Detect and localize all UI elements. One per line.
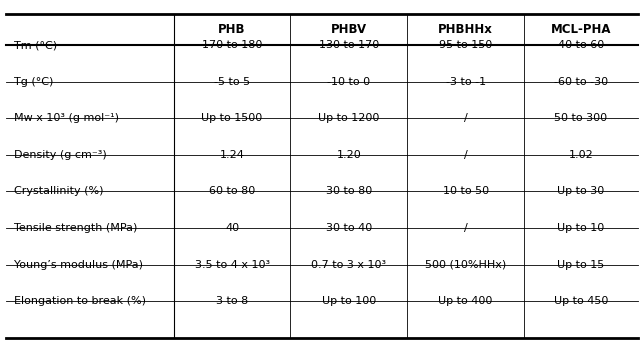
Text: Up to 15: Up to 15	[557, 260, 604, 270]
Text: Crystallinity (%): Crystallinity (%)	[14, 187, 104, 196]
Text: Young’s modulus (MPa): Young’s modulus (MPa)	[14, 260, 143, 270]
Text: 1.24: 1.24	[220, 150, 245, 160]
Text: Up to 100: Up to 100	[322, 296, 376, 306]
Text: Tg (°C): Tg (°C)	[14, 77, 53, 87]
Text: 40: 40	[225, 223, 239, 233]
Text: PHBV: PHBV	[331, 23, 367, 36]
Text: Up to 30: Up to 30	[557, 187, 604, 196]
Text: 500 (10%HHx): 500 (10%HHx)	[425, 260, 506, 270]
Text: 130 to 170: 130 to 170	[319, 40, 379, 50]
Text: 3.5 to 4 x 10³: 3.5 to 4 x 10³	[194, 260, 270, 270]
Text: 60 to 80: 60 to 80	[209, 187, 255, 196]
Text: 1.02: 1.02	[569, 150, 593, 160]
Text: 30 to 40: 30 to 40	[326, 223, 372, 233]
Text: Up to 400: Up to 400	[439, 296, 493, 306]
Text: Tm (°C): Tm (°C)	[14, 40, 57, 50]
Text: PHBHHx: PHBHHx	[438, 23, 493, 36]
Text: Up to 450: Up to 450	[554, 296, 608, 306]
Text: 1.20: 1.20	[336, 150, 361, 160]
Text: PHB: PHB	[218, 23, 246, 36]
Text: 3 to 8: 3 to 8	[216, 296, 248, 306]
Text: 0.7 to 3 x 10³: 0.7 to 3 x 10³	[311, 260, 386, 270]
Text: 10 to 50: 10 to 50	[442, 187, 489, 196]
Text: 40 to 60: 40 to 60	[558, 40, 604, 50]
Text: Density (g cm⁻³): Density (g cm⁻³)	[14, 150, 107, 160]
Text: /: /	[464, 113, 468, 123]
Text: Up to 1500: Up to 1500	[202, 113, 263, 123]
Text: Elongation to break (%): Elongation to break (%)	[14, 296, 146, 306]
Text: MCL-PHA: MCL-PHA	[551, 23, 611, 36]
Text: -60 to -30: -60 to -30	[554, 77, 608, 87]
Text: Up to 1200: Up to 1200	[318, 113, 379, 123]
Text: -5 to 5: -5 to 5	[214, 77, 250, 87]
Text: /: /	[464, 150, 468, 160]
Text: 170 to 180: 170 to 180	[202, 40, 262, 50]
Text: 95 to 150: 95 to 150	[439, 40, 492, 50]
Text: -3 to -1: -3 to -1	[446, 77, 486, 87]
Text: 50 to 300: 50 to 300	[554, 113, 607, 123]
Text: 30 to 80: 30 to 80	[326, 187, 372, 196]
Text: /: /	[464, 223, 468, 233]
Text: -10 to 0: -10 to 0	[327, 77, 370, 87]
Text: Tensile strength (MPa): Tensile strength (MPa)	[14, 223, 138, 233]
Text: Mw x 10³ (g mol⁻¹): Mw x 10³ (g mol⁻¹)	[14, 113, 119, 123]
Text: Up to 10: Up to 10	[557, 223, 604, 233]
